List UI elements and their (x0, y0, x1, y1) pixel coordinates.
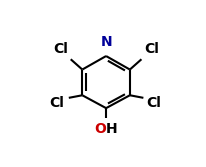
Text: O: O (94, 122, 105, 136)
Text: N: N (100, 35, 111, 49)
Text: Cl: Cl (53, 42, 68, 56)
Text: H: H (105, 122, 117, 136)
Text: Cl: Cl (145, 96, 160, 110)
Text: Cl: Cl (49, 96, 64, 110)
Text: Cl: Cl (144, 42, 158, 56)
